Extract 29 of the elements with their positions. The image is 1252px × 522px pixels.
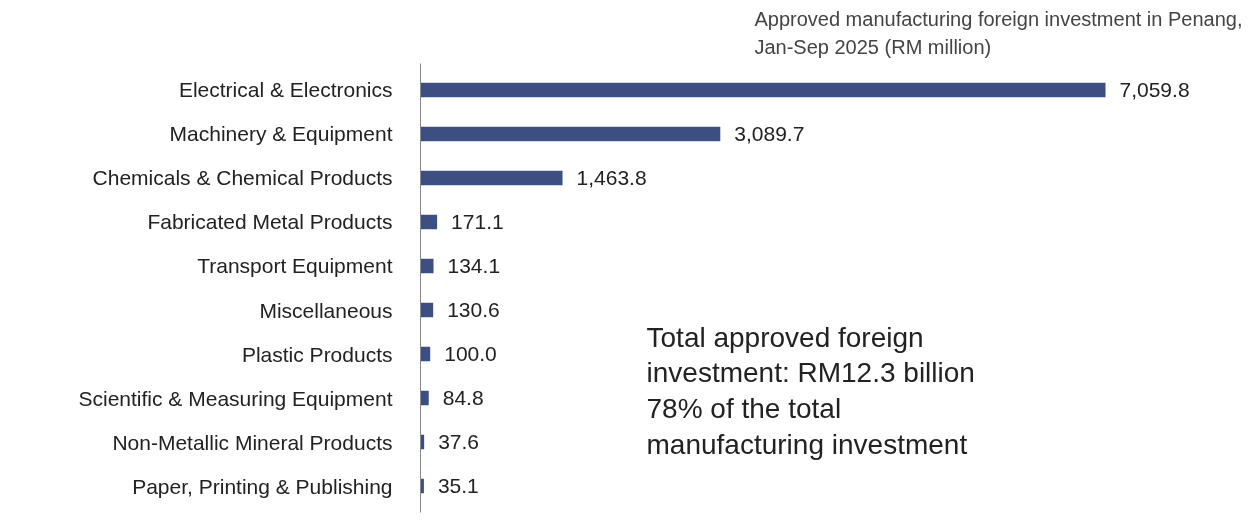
bar — [420, 390, 429, 406]
y-tick-label: Miscellaneous — [259, 298, 393, 322]
data-label: 84.8 — [442, 386, 484, 410]
y-tick-label: Plastic Products — [241, 342, 393, 366]
data-label: 1,463.8 — [576, 165, 647, 189]
y-tick-label: Scientific & Measuring Equipment — [78, 386, 393, 410]
bar — [420, 258, 434, 274]
annotation: Total approved foreign investment: RM12.3 billion 78% of the total manufacturing investment — [646, 321, 975, 460]
data-label: 7,059.8 — [1119, 77, 1190, 101]
y-tick-label: Transport Equipment — [197, 254, 393, 278]
data-label: 130.6 — [447, 298, 500, 322]
data-label: 100.0 — [444, 342, 497, 366]
y-tick-label: Electrical & Electronics — [178, 78, 393, 102]
data-label: 134.1 — [447, 253, 501, 277]
y-tick-label: Paper, Printing & Publishing — [132, 474, 393, 498]
data-label: 37.6 — [438, 430, 480, 454]
bar — [420, 126, 721, 142]
y-tick-label: Chemicals & Chemical Products — [92, 166, 393, 190]
bar — [420, 170, 563, 186]
bar — [420, 214, 438, 230]
data-label: 35.1 — [437, 474, 479, 498]
y-tick-label: Non-Metallic Mineral Products — [112, 430, 393, 454]
bar — [420, 82, 1106, 98]
bar — [420, 302, 434, 318]
chart-title: Approved manufacturing foreign investment in Penang, Jan-Sep 2025 (RM million) — [754, 7, 1243, 59]
y-tick-label: Fabricated Metal Products — [147, 210, 393, 234]
data-label: 171.1 — [451, 209, 504, 233]
data-label: 3,089.7 — [734, 121, 805, 145]
y-tick-label: Machinery & Equipment — [169, 122, 393, 146]
